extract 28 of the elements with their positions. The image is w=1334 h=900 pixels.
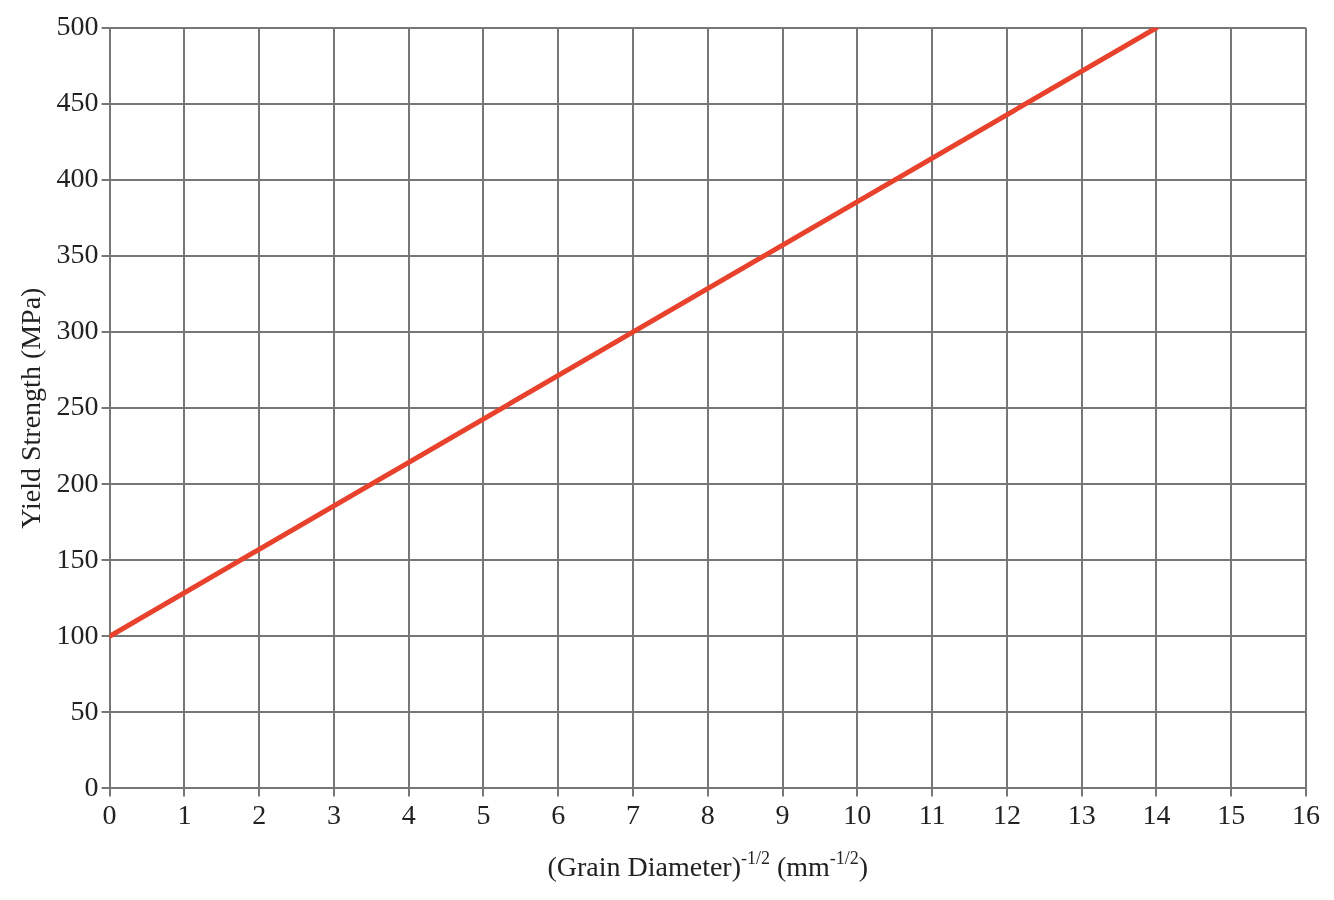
x-tick-label: 9: [775, 798, 790, 830]
x-tick-label: 10: [843, 798, 872, 830]
x-tick-label: 2: [252, 798, 267, 830]
x-tick-label: 5: [476, 798, 491, 830]
y-tick-label: 400: [56, 162, 99, 194]
x-tick-label: 1: [177, 798, 192, 830]
x-tick-label: 12: [992, 798, 1021, 830]
y-tick-label: 100: [56, 618, 99, 650]
x-tick-label: 4: [401, 798, 416, 830]
y-tick-label: 150: [56, 542, 99, 574]
y-axis-title: Yield Strength (MPa): [15, 287, 47, 529]
x-tick-label: 14: [1142, 798, 1171, 830]
x-tick-label: 8: [700, 798, 715, 830]
y-tick-label: 450: [56, 86, 99, 118]
x-tick-label: 7: [626, 798, 641, 830]
y-tick-label: 350: [56, 238, 99, 270]
y-tick-label: 250: [56, 390, 99, 422]
x-tick-label: 11: [918, 798, 946, 830]
y-tick-label: 300: [56, 314, 99, 346]
x-tick-label: 15: [1217, 798, 1246, 830]
x-tick-label: 3: [326, 798, 341, 830]
y-tick-label: 500: [56, 10, 99, 42]
x-tick-label: 13: [1067, 798, 1096, 830]
y-tick-label: 50: [70, 694, 99, 726]
y-tick-label: 200: [56, 466, 99, 498]
y-tick-label: 0: [84, 770, 99, 802]
x-tick-label: 16: [1292, 798, 1320, 830]
x-tick-label: 6: [551, 798, 566, 830]
